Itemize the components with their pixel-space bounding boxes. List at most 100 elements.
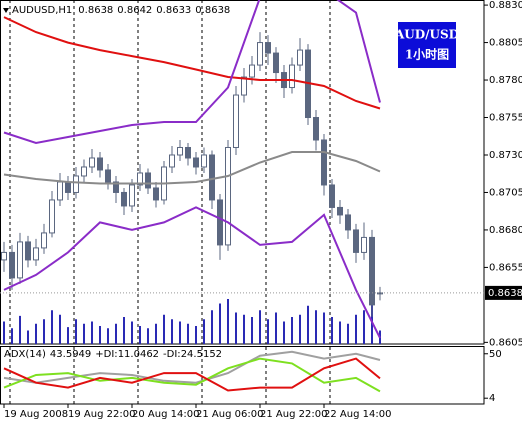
annotation: AUD/USD (394, 28, 459, 42)
volume-bar (139, 326, 141, 344)
y-tick-label: 0.8730 (489, 150, 522, 161)
indicator-line (3, 206, 381, 339)
volume-bar (187, 323, 189, 344)
adx-line (3, 350, 381, 384)
volume-bar (115, 323, 117, 344)
volume-bar (347, 323, 349, 344)
volume-bar (219, 303, 221, 344)
volume-bar (275, 312, 277, 344)
candle-body (25, 241, 31, 261)
candle-body (73, 175, 79, 193)
price-label: 0.8638 (488, 288, 522, 299)
volume-bar (35, 323, 37, 344)
y-tick-label: 0.8655 (489, 262, 522, 273)
header-part: 24.5152 (181, 349, 222, 360)
volume-bar (267, 319, 269, 344)
y-tick-label: 0.8780 (489, 75, 522, 86)
candle-body (129, 184, 135, 207)
volume-bar (331, 317, 333, 344)
candle-body (1, 251, 7, 261)
candle-body (177, 146, 183, 156)
volume-bar (299, 314, 301, 344)
volume-bar (19, 315, 21, 344)
volume-bar (355, 314, 357, 344)
candle-body (241, 76, 247, 96)
y-tick-label: 0.8605 (489, 337, 522, 348)
candle-body (193, 157, 199, 168)
candle-body (257, 42, 263, 66)
header-part: 43.5949 (50, 349, 91, 360)
price-layer (0, 0, 484, 339)
volume-bar (283, 321, 285, 344)
y-tick-label: 4 (489, 393, 495, 404)
x-tick-label: 21 Aug 22:00 (260, 409, 327, 420)
y-tick-label: 0.8805 (489, 38, 522, 49)
adx-line (3, 357, 381, 392)
x-tick-label: 19 Aug 22:00 (68, 409, 135, 420)
header-icon (3, 8, 9, 13)
volume-bar (179, 321, 181, 344)
candle-body (113, 181, 119, 193)
y-tick-label: 0.8705 (489, 187, 522, 198)
volume-bar (323, 312, 325, 344)
candle-body (249, 64, 255, 78)
indicator-layer (3, 350, 381, 393)
candle-body (153, 187, 159, 201)
candle-body (209, 154, 215, 201)
volume-bar (171, 319, 173, 344)
indicator-line (3, 16, 381, 110)
header-part: 11.0462 (118, 349, 159, 360)
candle-body (81, 166, 87, 177)
header-part: -DI: (163, 349, 181, 360)
annotation: 1小时图 (405, 47, 449, 62)
volume-bar (227, 299, 229, 344)
candle-body (273, 52, 279, 74)
header-part: 0.8633 (156, 5, 191, 16)
candle-body (185, 146, 191, 159)
candle-body (89, 157, 95, 168)
volume-bar (123, 317, 125, 344)
volume-bar (195, 326, 197, 344)
y-tick-label: 0.8830 (489, 0, 522, 11)
volume-bar (67, 327, 69, 344)
candle-body (313, 117, 319, 141)
candle-body (369, 236, 375, 306)
indicator-line (3, 151, 381, 185)
annotation-box (398, 22, 456, 68)
candle-body (337, 206, 343, 216)
y-tick-label: 50 (489, 349, 502, 360)
volume-bar (163, 314, 165, 344)
candle-body (137, 172, 143, 186)
candle-body (217, 199, 223, 246)
candle-body (265, 42, 271, 54)
candle-body (377, 292, 383, 295)
volume-bar (235, 312, 237, 344)
price-box (485, 285, 522, 300)
volume-bar (43, 319, 45, 344)
candle-body (121, 191, 127, 207)
volume-bar (251, 317, 253, 344)
candle-body (361, 236, 367, 253)
candle-body (233, 94, 239, 148)
header: AUDUSD,H1 0.8638 0.8642 0.8633 0.8638 (12, 5, 230, 16)
volume-bar (259, 310, 261, 344)
header-part: 0.8638 (195, 5, 230, 16)
volume-bar (59, 314, 61, 344)
volume-bar (155, 323, 157, 344)
candle-body (201, 154, 207, 168)
volume-bar (3, 321, 5, 344)
candle-body (169, 154, 175, 168)
x-tick-label: 19 Aug 2008 (4, 409, 68, 420)
candle-body (329, 184, 335, 208)
volume-bar (99, 326, 101, 344)
volume-bar (363, 310, 365, 344)
volume-bar (203, 319, 205, 344)
volume-bar (211, 310, 213, 344)
y-tick-label: 0.8680 (489, 225, 522, 236)
candle-body (289, 64, 295, 89)
candle-body (33, 247, 39, 261)
volume-bar (147, 328, 149, 344)
candle-body (145, 172, 151, 189)
candle-body (105, 169, 111, 183)
